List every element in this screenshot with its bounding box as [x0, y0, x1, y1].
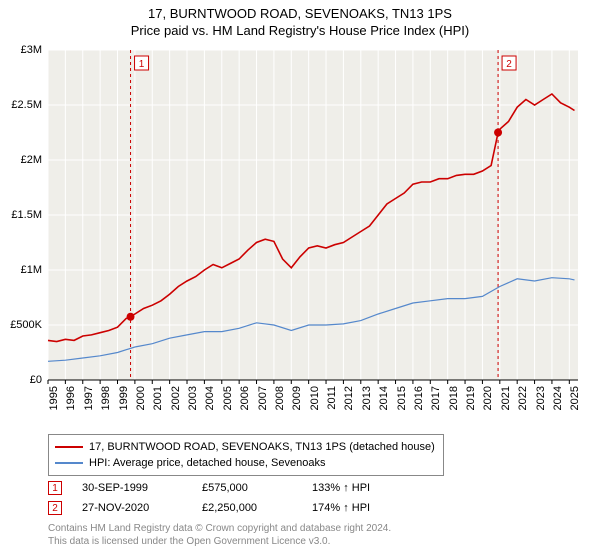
y-tick-label: £500K: [10, 319, 42, 331]
svg-text:1: 1: [139, 59, 145, 70]
title-line-2: Price paid vs. HM Land Registry's House …: [0, 23, 600, 38]
y-axis: £0£500K£1M£1.5M£2M£2.5M£3M: [0, 50, 46, 380]
legend-item: HPI: Average price, detached house, Seve…: [55, 455, 437, 471]
footer: Contains HM Land Registry data © Crown c…: [48, 522, 578, 548]
y-tick-label: £3M: [21, 44, 42, 56]
x-tick-label: 2013: [361, 386, 373, 410]
x-tick-label: 2015: [396, 386, 408, 410]
chart-container: 17, BURNTWOOD ROAD, SEVENOAKS, TN13 1PS …: [0, 0, 600, 560]
marker-date: 30-SEP-1999: [82, 482, 182, 494]
x-tick-label: 2019: [465, 386, 477, 410]
marker-table: 1 30-SEP-1999 £575,000 133% ↑ HPI 2 27-NOV-20…: [48, 478, 578, 518]
marker-row: 2 27-NOV-2020 £2,250,000 174% ↑ HPI: [48, 498, 578, 518]
title-line-1: 17, BURNTWOOD ROAD, SEVENOAKS, TN13 1PS: [0, 6, 600, 21]
y-tick-label: £2.5M: [11, 99, 42, 111]
x-tick-label: 2003: [187, 386, 199, 410]
marker-price: £575,000: [202, 482, 292, 494]
svg-text:2: 2: [506, 59, 512, 70]
x-tick-label: 2025: [569, 386, 581, 410]
x-tick-label: 2002: [170, 386, 182, 410]
y-tick-label: £2M: [21, 154, 42, 166]
x-tick-label: 2005: [222, 386, 234, 410]
x-tick-label: 2012: [343, 386, 355, 410]
legend-swatch: [55, 462, 83, 464]
chart-area: 12: [48, 50, 578, 380]
legend-label: 17, BURNTWOOD ROAD, SEVENOAKS, TN13 1PS …: [89, 441, 435, 453]
x-tick-label: 1997: [83, 386, 95, 410]
x-tick-label: 2021: [500, 386, 512, 410]
marker-date: 27-NOV-2020: [82, 502, 182, 514]
marker-pct: 133% ↑ HPI: [312, 482, 422, 494]
legend-label: HPI: Average price, detached house, Seve…: [89, 457, 325, 469]
x-tick-label: 2000: [135, 386, 147, 410]
legend-swatch: [55, 446, 83, 448]
legend-item: 17, BURNTWOOD ROAD, SEVENOAKS, TN13 1PS …: [55, 439, 437, 455]
x-tick-label: 2001: [152, 386, 164, 410]
plot-svg: 12: [48, 50, 578, 380]
x-tick-label: 2014: [378, 386, 390, 410]
y-tick-label: £1M: [21, 264, 42, 276]
x-tick-label: 2004: [204, 386, 216, 410]
x-tick-label: 2006: [239, 386, 251, 410]
x-tick-label: 2024: [552, 386, 564, 410]
x-tick-label: 2008: [274, 386, 286, 410]
x-tick-label: 1996: [65, 386, 77, 410]
y-tick-label: £0: [30, 374, 42, 386]
x-tick-label: 1995: [48, 386, 60, 410]
marker-number-box: 1: [48, 481, 62, 495]
x-tick-label: 2018: [448, 386, 460, 410]
x-tick-label: 2016: [413, 386, 425, 410]
x-tick-label: 2017: [430, 386, 442, 410]
footer-line-2: This data is licensed under the Open Gov…: [48, 535, 578, 548]
x-tick-label: 2022: [517, 386, 529, 410]
x-tick-label: 1998: [100, 386, 112, 410]
marker-number-box: 2: [48, 501, 62, 515]
x-tick-label: 2007: [257, 386, 269, 410]
x-tick-label: 2011: [326, 386, 338, 410]
marker-price: £2,250,000: [202, 502, 292, 514]
y-tick-label: £1.5M: [11, 209, 42, 221]
marker-row: 1 30-SEP-1999 £575,000 133% ↑ HPI: [48, 478, 578, 498]
x-tick-label: 2020: [482, 386, 494, 410]
x-tick-label: 1999: [118, 386, 130, 410]
x-tick-label: 2010: [309, 386, 321, 410]
marker-pct: 174% ↑ HPI: [312, 502, 422, 514]
x-tick-label: 2023: [535, 386, 547, 410]
x-tick-label: 2009: [291, 386, 303, 410]
x-axis: 1995 1996 1997 1998 1999 2000 2001 2002 2003 2004…: [48, 384, 578, 434]
series-hpi: [48, 278, 575, 362]
footer-line-1: Contains HM Land Registry data © Crown c…: [48, 522, 578, 535]
title-block: 17, BURNTWOOD ROAD, SEVENOAKS, TN13 1PS …: [0, 0, 600, 38]
legend: 17, BURNTWOOD ROAD, SEVENOAKS, TN13 1PS …: [48, 434, 444, 476]
